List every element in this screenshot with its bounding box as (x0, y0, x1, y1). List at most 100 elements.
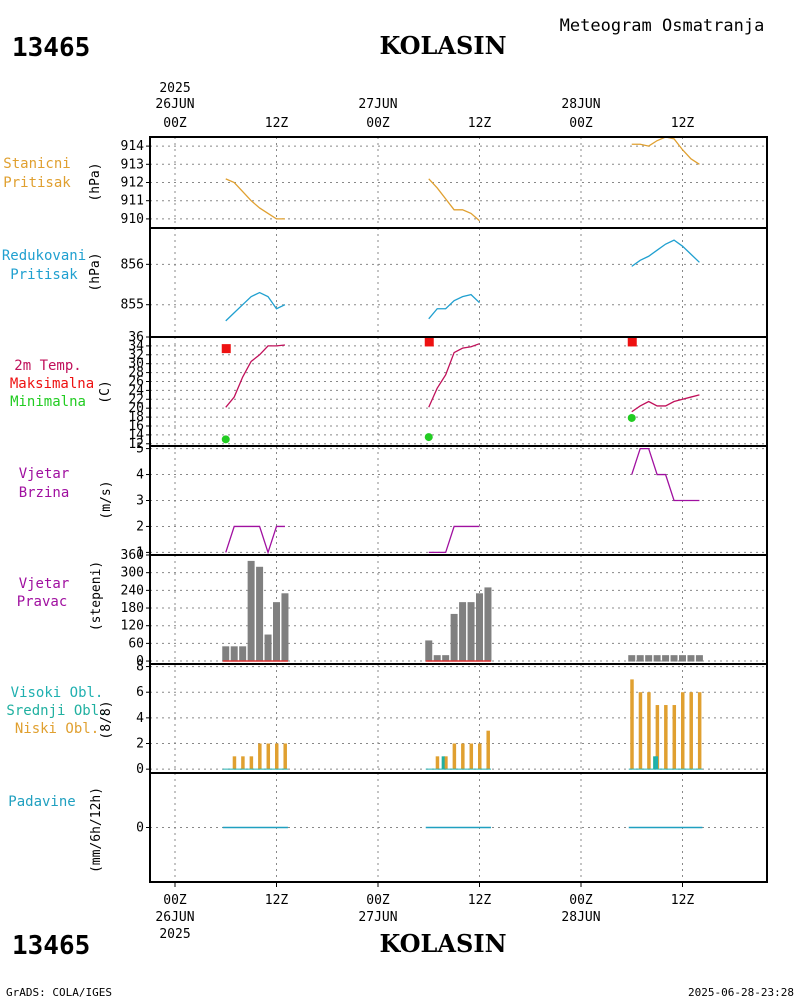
p1-unit: (hPa) (88, 162, 103, 201)
cloud-low-bar (681, 692, 685, 770)
y-tick-label: 2 (136, 519, 144, 534)
top-hour-labels: 00Z 12Z 00Z 12Z 00Z 12Z (163, 116, 694, 131)
temperature-line (428, 343, 480, 408)
wind-direction-bar (442, 655, 450, 662)
wind-direction-bar (425, 640, 433, 662)
tmax-marker (221, 344, 231, 354)
wind-direction-bar (459, 602, 467, 662)
temperature-line (225, 344, 286, 408)
tmin-marker (627, 413, 636, 422)
y-tick-label: 12 (128, 437, 144, 452)
bottom-date-28jun: 28JUN (561, 910, 600, 925)
cloud-mid-bar (441, 756, 445, 770)
p4-label-line1: Vjetar (19, 466, 70, 482)
panel-1: 910 911 912 913 914 (121, 136, 767, 228)
wind-direction-bar (281, 593, 289, 662)
plot-area: 9109119129139148558561214161820222426283… (121, 136, 768, 887)
top-hour-label: 00Z (569, 116, 593, 131)
y-tick-label: 910 (121, 212, 144, 227)
cloud-low-bar (697, 692, 702, 770)
footer-timestamp: 2025-06-28-23:28 (688, 986, 794, 999)
tmax-marker (424, 337, 434, 347)
p2-label-line1: Redukovani (2, 248, 86, 264)
bottom-hour-label: 00Z (569, 893, 593, 908)
p3-unit: (C) (98, 380, 113, 403)
top-hour-label: 12Z (265, 116, 289, 131)
station-pressure-line (631, 136, 700, 165)
y-tick-label: 60 (128, 636, 144, 651)
p1-label-line1: Stanicni (3, 156, 70, 172)
wind-direction-bar (230, 646, 238, 662)
y-tick-label: 913 (121, 157, 144, 172)
y-tick-label: 300 (121, 566, 144, 581)
p5-unit: (stepeni) (89, 561, 104, 631)
y-tick-label: 32 (128, 348, 144, 363)
p4-unit: (m/s) (99, 480, 114, 519)
y-tick-label: 4 (136, 468, 144, 483)
wind-direction-bar (484, 587, 492, 662)
wind-direction-bar (264, 634, 272, 662)
station-pressure-line (428, 178, 480, 222)
y-tick-label: 14 (128, 428, 144, 443)
cloud-low-bar (249, 756, 254, 770)
cloud-low-bar (258, 743, 262, 770)
y-tick-label: 36 (128, 330, 144, 345)
p3-label-line2: Maksimalna (10, 376, 94, 392)
p7-unit: (mm/6h/12h) (89, 787, 104, 873)
wind-direction-bar (662, 655, 670, 662)
y-tick-label: 0 (136, 762, 144, 777)
bottom-hour-labels: 00Z 12Z 00Z 12Z 00Z 12Z (163, 893, 694, 908)
wind-direction-bar (679, 655, 686, 662)
y-tick-label: 912 (121, 176, 144, 191)
p6-label-line3: Niski Obl. (15, 721, 99, 737)
p3-label-line1: 2m Temp. (14, 358, 81, 374)
chart-subtitle: Meteogram Osmatranja (560, 16, 765, 36)
cloud-low-bar (664, 705, 668, 770)
y-tick-label: 34 (128, 339, 144, 354)
cloud-mid-bar (653, 756, 657, 770)
y-tick-label: 911 (121, 194, 144, 209)
y-tick-label: 856 (121, 257, 144, 272)
wind-direction-bar (628, 655, 636, 662)
y-tick-label: 5 (136, 442, 144, 457)
bottom-hour-label: 00Z (366, 893, 390, 908)
top-date-27jun: 27JUN (358, 97, 397, 112)
top-date-28jun: 28JUN (561, 97, 600, 112)
y-tick-label: 120 (121, 619, 144, 634)
p5-label-line1: Vjetar (19, 576, 70, 592)
reduced-pressure-line (428, 293, 480, 320)
bottom-year-label: 2025 (159, 927, 190, 942)
cloud-low-bar (689, 692, 693, 770)
wind-direction-bar (645, 655, 653, 662)
wind-direction-bar (450, 613, 458, 662)
station-id-bottom: 13465 (12, 931, 90, 961)
p2-label-line2: Pritisak (10, 267, 78, 283)
cloud-low-bar (444, 756, 448, 770)
p1-label-line2: Pritisak (3, 175, 71, 191)
bottom-hour-label: 12Z (671, 893, 695, 908)
bottom-hour-label: 12Z (265, 893, 289, 908)
wind-direction-bar (467, 602, 475, 662)
p4-label-line2: Brzina (19, 485, 70, 501)
y-tick-label: 22 (128, 392, 144, 407)
panel-6: 0 2 4 6 8 (136, 660, 767, 777)
wind-speed-line (225, 525, 285, 555)
y-tick-label: 3 (136, 494, 144, 509)
station-id-top: 13465 (12, 33, 90, 63)
cloud-low-bar (241, 756, 245, 770)
cloud-low-bar (672, 705, 677, 770)
y-tick-label: 360 (121, 548, 144, 563)
top-year-label: 2025 (159, 81, 190, 96)
cloud-low-bar (275, 743, 279, 770)
y-tick-label: 1 (136, 545, 144, 560)
y-tick-label: 28 (128, 366, 144, 381)
footer-credit: GrADS: COLA/IGES (6, 986, 112, 999)
p6-unit: (8/8) (99, 700, 114, 739)
wind-direction-bar (636, 655, 644, 662)
bottom-hour-label: 00Z (163, 893, 187, 908)
y-tick-label: 6 (136, 685, 144, 700)
wind-direction-bar (653, 655, 661, 662)
panel-2: 855 856 (121, 228, 767, 337)
wind-direction-bar (687, 655, 695, 662)
y-tick-label: 24 (128, 383, 144, 398)
